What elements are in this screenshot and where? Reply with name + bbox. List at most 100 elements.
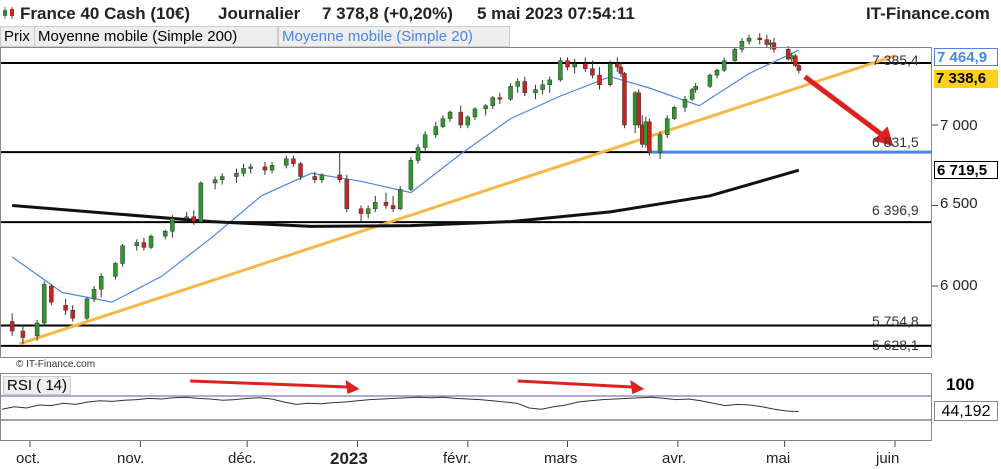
candle-body: [234, 173, 239, 177]
candle-body: [134, 242, 140, 246]
candle: [148, 234, 154, 249]
candle: [98, 273, 104, 298]
y-tick-6500: 6 500: [940, 195, 978, 212]
candle: [198, 181, 204, 224]
candle-body: [415, 147, 421, 161]
candle: [771, 38, 777, 53]
candle-body: [590, 68, 595, 76]
candle-body: [262, 166, 268, 171]
candle: [141, 237, 147, 251]
candle: [558, 57, 563, 82]
legend-ma20[interactable]: Moyenne mobile (Simple 20): [278, 26, 510, 47]
candle: [63, 298, 68, 315]
candle-body: [84, 298, 90, 319]
candle: [622, 71, 627, 129]
candle-body: [465, 116, 471, 126]
candle-body: [298, 163, 303, 177]
candle: [533, 84, 538, 100]
x-tick-mar: mars: [544, 450, 578, 467]
candle-body: [447, 111, 453, 119]
rsi-line: [1, 396, 799, 413]
candle: [191, 210, 196, 225]
candle-body: [746, 37, 752, 42]
candle: [465, 115, 471, 129]
x-tick-may: mai: [766, 450, 791, 467]
x-tick-jun: juin: [876, 450, 900, 467]
brand-name: IT-Finance.com: [866, 4, 990, 23]
rsi-arrow-head-2: [630, 380, 645, 394]
rsi-frame: [0, 373, 932, 441]
candle: [397, 186, 403, 211]
x-tick-apr: avr.: [662, 450, 687, 467]
candle: [120, 244, 125, 267]
candle: [41, 281, 47, 325]
candle: [422, 131, 428, 151]
candle-body: [739, 41, 745, 50]
last-price-tag: 7 338,6: [934, 70, 998, 88]
candle: [693, 83, 698, 93]
candle-body: [693, 86, 698, 90]
candle-body: [540, 84, 545, 90]
candle: [636, 89, 641, 129]
instrument-name: France 40 Cash (10€): [20, 4, 191, 23]
candle: [796, 62, 802, 74]
candle: [647, 118, 652, 156]
candle: [358, 205, 364, 222]
x-tick-oct: oct.: [16, 450, 41, 467]
candle-body: [785, 49, 791, 60]
ma200-line: [12, 168, 800, 228]
candle: [483, 104, 488, 116]
candle: [212, 176, 218, 190]
candle-body: [9, 321, 15, 332]
candle-body: [312, 176, 318, 180]
candle-body: [365, 208, 371, 214]
candlestick-icon: [2, 6, 16, 20]
candle-body: [497, 97, 503, 100]
chart-header: France 40 Cash (10€) Journalier 7 378,8 …: [0, 0, 1001, 26]
candle: [319, 173, 325, 183]
candle: [262, 162, 268, 175]
candle-body: [422, 134, 428, 148]
candle: [219, 173, 225, 185]
candle-body: [337, 174, 342, 180]
candle: [682, 96, 688, 113]
ma20-price-tag: 7 464,9: [934, 48, 998, 66]
x-tick-feb: févr.: [443, 450, 472, 467]
x-tick-nov: nov.: [117, 450, 145, 467]
candle-body: [636, 92, 641, 126]
candle-body: [20, 330, 26, 338]
y-tick-6000: 6 000: [940, 277, 978, 294]
candle: [49, 284, 54, 306]
candle-body: [583, 63, 588, 69]
candle: [91, 286, 97, 303]
rsi-arrow-shaft-1: [190, 379, 348, 389]
candle-body: [558, 60, 563, 81]
price-change: 7 378,8 (+0,20%): [322, 4, 453, 23]
candle-body: [269, 165, 275, 171]
candle-body: [458, 111, 463, 126]
candle: [615, 57, 620, 72]
candle: [785, 46, 791, 61]
candle-body: [358, 208, 364, 214]
candle-body: [597, 74, 602, 85]
legend-ma200[interactable]: Moyenne mobile (Simple 200): [34, 26, 278, 47]
y-tick-7000: 7 000: [940, 117, 978, 134]
candle: [284, 155, 289, 169]
candle-body: [764, 39, 770, 45]
level-label-2: 6 831,5: [872, 134, 919, 150]
candle: [458, 105, 463, 129]
candle-body: [383, 202, 389, 206]
level-label-3: 6 396,9: [872, 202, 919, 218]
legend-prix[interactable]: Prix: [0, 26, 36, 47]
candle-body: [657, 134, 663, 153]
candle-body: [565, 60, 570, 68]
candle: [390, 195, 396, 212]
candle: [408, 157, 414, 192]
candle: [739, 38, 745, 53]
candle: [746, 34, 752, 45]
candle: [134, 239, 140, 251]
candle-body: [284, 158, 289, 166]
candle: [590, 60, 595, 79]
candle: [248, 163, 253, 174]
candle: [572, 58, 577, 74]
